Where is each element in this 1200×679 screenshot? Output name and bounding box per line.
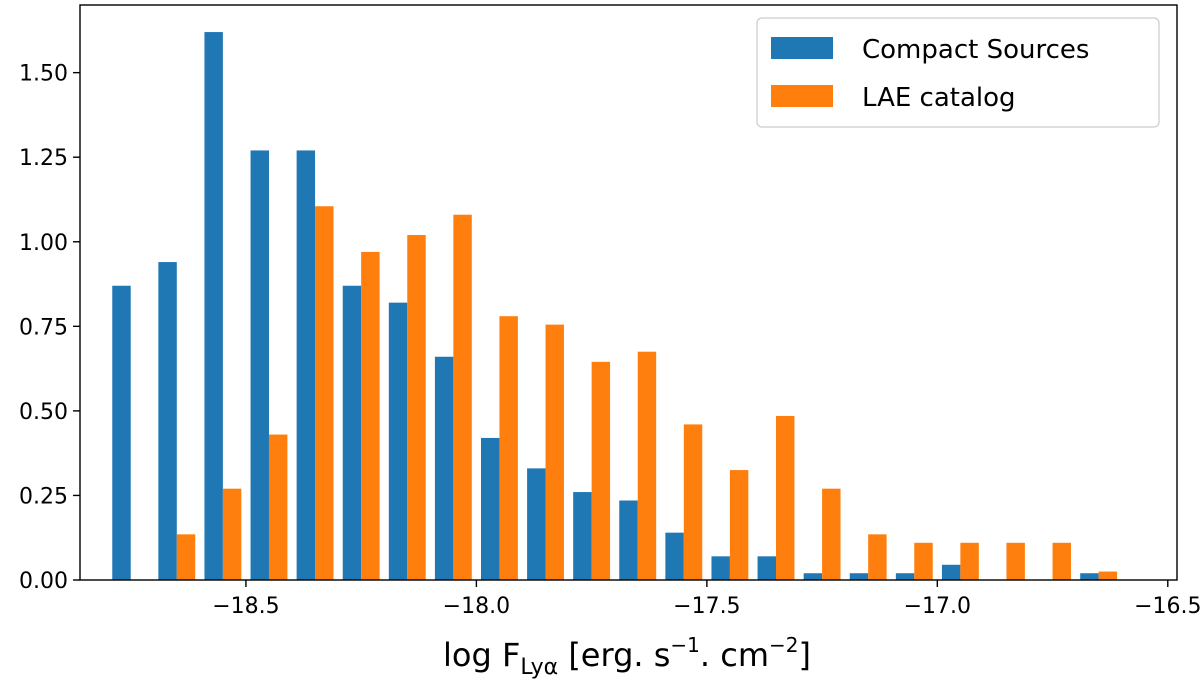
bar-lae-catalog-3 <box>268 434 288 580</box>
bar-compact-sources-4 <box>296 150 316 580</box>
bar-lae-catalog-2 <box>222 488 242 580</box>
bar-compact-sources-14 <box>757 556 776 580</box>
bar-lae-catalog-13 <box>729 470 749 580</box>
x-tick-label: −16.5 <box>1134 594 1200 619</box>
bar-lae-catalog-17 <box>914 542 933 580</box>
bar-compact-sources-21 <box>1080 573 1099 580</box>
bar-lae-catalog-4 <box>315 206 334 580</box>
x-axis-label-unit-mid: . cm <box>700 636 769 674</box>
x-tick-label: −17.0 <box>904 594 971 619</box>
legend-label-compact-sources: Compact Sources <box>862 35 1089 65</box>
bar-lae-catalog-8 <box>499 316 518 580</box>
bar-compact-sources-0 <box>112 285 131 580</box>
bar-compact-sources-13 <box>711 556 730 580</box>
x-tick-label: −18.5 <box>212 594 279 619</box>
bar-compact-sources-2 <box>204 32 223 581</box>
y-tick-label: 1.00 <box>19 231 68 256</box>
y-tick-label: 1.25 <box>19 146 68 171</box>
bar-compact-sources-11 <box>619 500 638 580</box>
bar-compact-sources-10 <box>573 492 592 580</box>
x-axis-label-exp1: −1 <box>670 633 699 657</box>
bar-compact-sources-15 <box>803 573 823 580</box>
bar-compact-sources-1 <box>158 262 177 580</box>
bar-compact-sources-16 <box>849 573 869 580</box>
x-axis-label-unit-open: [erg. s <box>558 636 670 674</box>
y-tick-label: 1.50 <box>19 62 68 87</box>
bar-compact-sources-8 <box>481 437 500 580</box>
legend-label-lae-catalog: LAE catalog <box>862 83 1016 113</box>
x-axis-label-unit-close: ] <box>798 636 810 674</box>
bar-compact-sources-12 <box>665 532 684 580</box>
bar-lae-catalog-6 <box>407 235 426 580</box>
bar-lae-catalog-14 <box>776 415 795 580</box>
bar-lae-catalog-18 <box>960 542 979 580</box>
bar-compact-sources-5 <box>342 285 362 580</box>
bar-lae-catalog-10 <box>591 361 611 580</box>
bar-compact-sources-3 <box>250 150 269 580</box>
y-axis: 0.00 0.25 0.50 0.75 1.00 1.25 1.50 <box>19 62 80 594</box>
x-axis-label-subscript: Lyα <box>520 655 558 679</box>
x-axis: −18.5 −18.0 −17.5 −17.0 −16.5 <box>212 580 1200 619</box>
y-tick-label: 0.75 <box>19 315 68 340</box>
bar-compact-sources-6 <box>388 302 408 580</box>
y-tick-label: 0.50 <box>19 400 68 425</box>
x-tick-label: −17.5 <box>673 594 740 619</box>
bar-lae-catalog-1 <box>176 534 196 580</box>
bar-lae-catalog-15 <box>822 488 841 580</box>
legend-box <box>756 17 1160 128</box>
bar-compact-sources-7 <box>434 356 454 580</box>
bar-compact-sources-9 <box>527 468 546 580</box>
bar-lae-catalog-20 <box>1052 542 1071 580</box>
x-tick-label: −18.0 <box>443 594 510 619</box>
bars-layer <box>112 32 1118 581</box>
bar-lae-catalog-19 <box>1006 542 1025 580</box>
bar-lae-catalog-9 <box>545 324 564 580</box>
legend: Compact Sources LAE catalog <box>756 17 1160 128</box>
x-axis-label-exp2: −2 <box>769 633 798 657</box>
bar-compact-sources-17 <box>895 573 915 580</box>
bar-lae-catalog-11 <box>637 351 657 580</box>
bar-lae-catalog-12 <box>683 424 703 580</box>
y-tick-label: 0.00 <box>19 569 68 594</box>
bar-compact-sources-18 <box>941 564 961 580</box>
x-axis-label: log FLyα [erg. s−1. cm−2] <box>443 633 811 679</box>
bar-lae-catalog-5 <box>361 251 380 580</box>
bar-lae-catalog-7 <box>453 214 472 580</box>
legend-swatch-lae-catalog <box>771 85 833 107</box>
y-tick-label: 0.25 <box>19 484 68 509</box>
x-axis-label-prefix: log F <box>443 636 520 674</box>
axes-frame <box>79 4 1178 581</box>
bar-lae-catalog-21 <box>1098 571 1118 580</box>
bar-lae-catalog-16 <box>868 534 887 580</box>
legend-swatch-compact-sources <box>771 37 833 59</box>
